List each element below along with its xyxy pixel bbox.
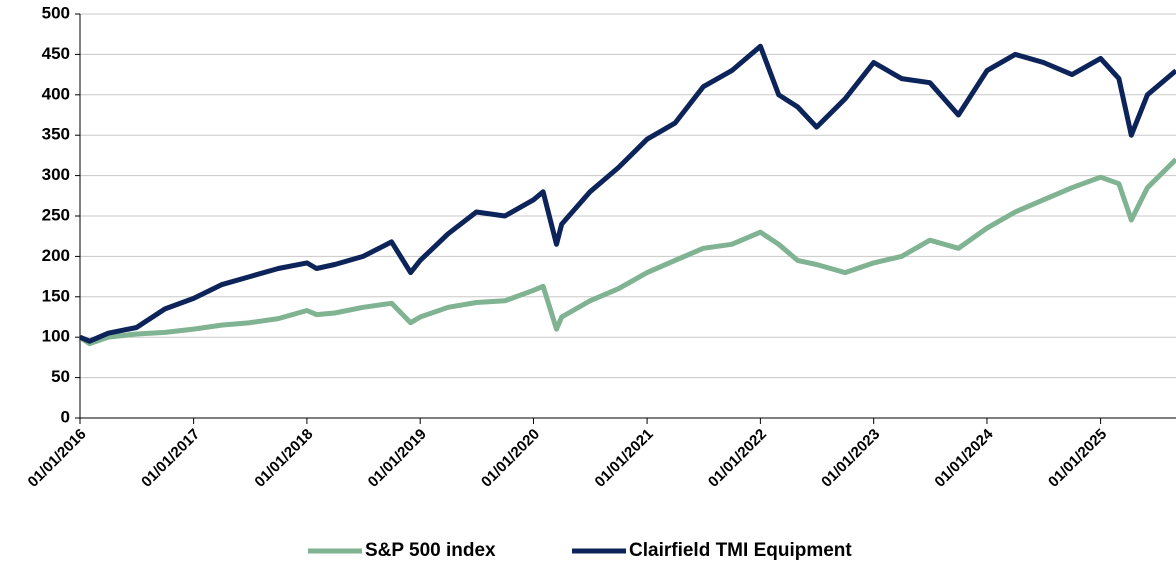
y-tick-label: 50 [51,367,70,386]
x-tick-label: 01/01/2019 [365,426,430,491]
y-tick-label: 450 [42,44,70,63]
series-line [78,157,1176,347]
y-tick-label: 0 [61,407,70,426]
series-line [79,43,1176,344]
x-tick-label: 01/01/2020 [478,426,543,491]
legend-label: S&P 500 index [365,540,496,561]
x-tick-label: 01/01/2021 [592,426,657,491]
legend-label: Clairfield TMI Equipment [629,540,852,561]
y-tick-label: 150 [42,286,70,305]
x-tick-label: 01/01/2017 [138,426,203,491]
x-tick-label: 01/01/2023 [818,426,883,491]
x-tick-label: 01/01/2024 [931,425,997,491]
y-tick-label: 500 [42,3,70,22]
x-tick-label: 01/01/2022 [705,426,770,491]
x-tick-label: 01/01/2025 [1045,426,1110,491]
y-tick-label: 200 [42,246,70,265]
y-tick-label: 400 [42,84,70,103]
x-tick-label: 01/01/2016 [25,426,90,491]
y-tick-label: 100 [42,327,70,346]
x-tick-label: 01/01/2018 [251,426,316,491]
y-tick-label: 250 [42,205,70,224]
y-tick-label: 300 [42,165,70,184]
y-tick-label: 350 [42,125,70,144]
